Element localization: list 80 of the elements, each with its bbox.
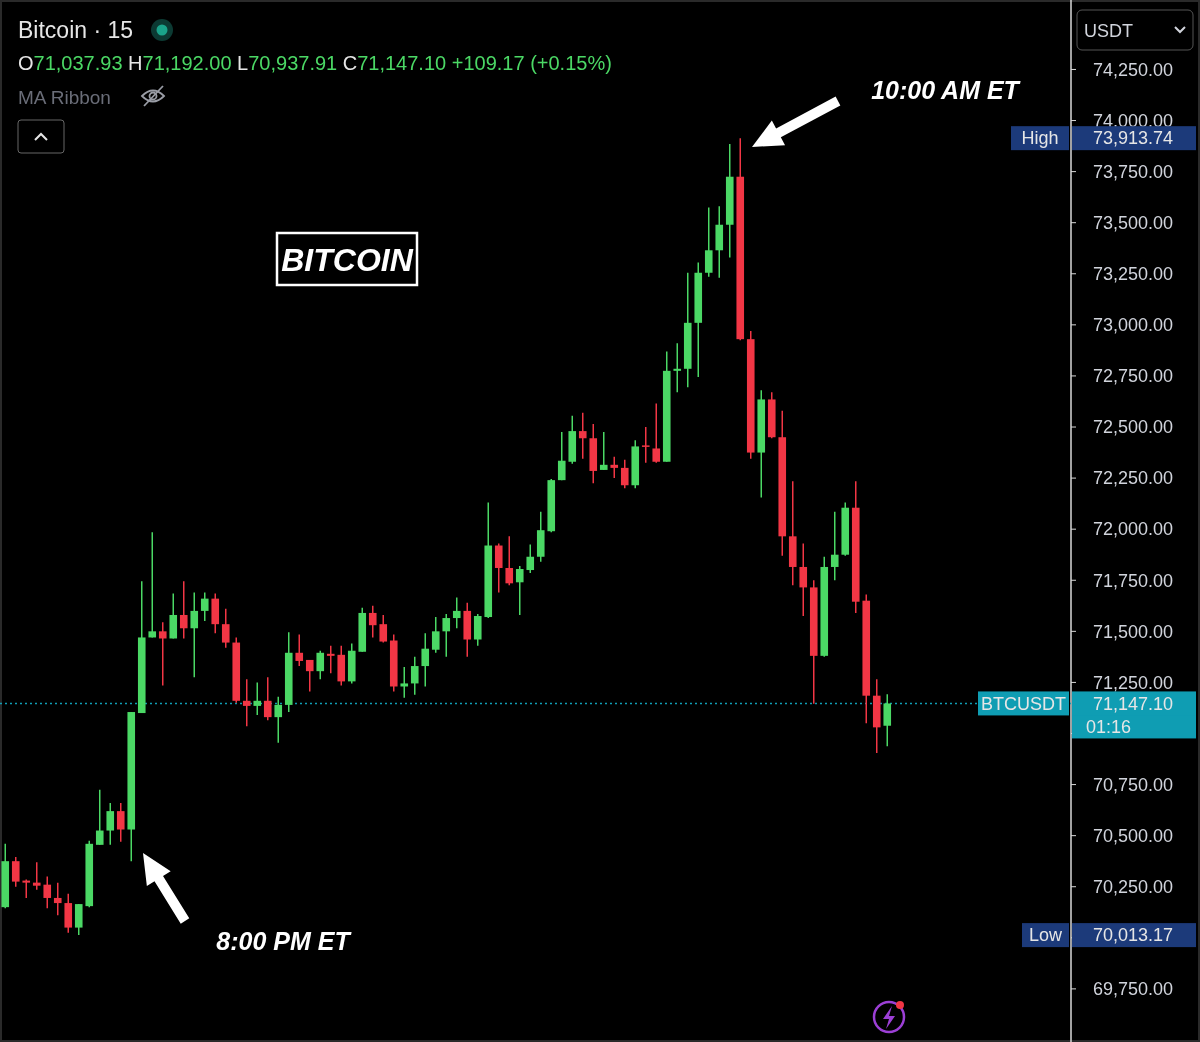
candlestick [263,676,272,721]
candlestick [641,426,650,464]
candlestick [169,592,178,640]
candlestick [620,458,629,490]
candlestick [53,881,62,917]
candlestick [431,616,440,654]
candlestick [578,411,587,460]
candlestick [494,542,503,594]
annotation: 8:00 PM ET [216,927,353,955]
candlestick [505,535,514,587]
candlestick [526,543,535,574]
candlestick [148,531,157,639]
candlestick [599,431,608,471]
candlestick [32,861,41,891]
candlestick [43,875,52,909]
y-tick-label: 73,500.00 [1092,213,1174,233]
candlestick [652,402,661,464]
candlestick [200,591,209,622]
annotation: MA Ribbon [18,87,111,108]
candlestick [11,856,20,888]
candlestick [316,649,325,681]
annotation: High [1021,128,1059,149]
candlestick [253,681,262,716]
candlestick [410,656,419,696]
y-tick-label: 73,250.00 [1092,264,1174,285]
candlestick [106,802,115,846]
candlestick [179,580,188,640]
y-tick-label: 72,500.00 [1092,417,1174,438]
candlestick [368,605,377,639]
candlestick [158,621,167,687]
y-tick-label: 70,250.00 [1092,877,1174,898]
candlestick [515,565,524,616]
text: O71,037.93 H71,192.00 L70,937.91 C71,147.10 +109.17 (+0.15%) [18,52,612,74]
y-tick-label: 71,250.00 [1092,672,1174,693]
candlestick [473,613,482,647]
text: 71,147.10 [1092,693,1174,714]
candlestick [22,878,31,899]
candlestick [421,632,430,688]
candlestick [673,342,682,394]
annotation: BITCOIN [281,242,414,278]
y-tick-label: 71,750.00 [1092,570,1174,591]
y-tick-label: 72,250.00 [1092,468,1174,489]
candlestick [274,695,283,744]
candlestick [242,678,251,728]
candlestick [557,431,566,481]
candlestick [326,644,335,674]
candlestick [704,206,713,278]
candlestick [442,613,451,658]
y-tick-label: 69,750.00 [1092,979,1174,1000]
y-tick-label: 72,000.00 [1092,519,1174,540]
y-tick-label: 71,500.00 [1092,621,1174,642]
candlestick [610,455,619,479]
y-axis-title: USDT [1084,21,1133,41]
candlestick [305,659,314,693]
candlestick [295,633,304,667]
y-tick-label: 73,000.00 [1092,315,1174,336]
y-tick-label: 74,000.00 [1092,110,1174,131]
annotation: 10:00 AM ET [871,76,1022,104]
candlestick [452,596,461,630]
candlestick [190,591,199,679]
candlestick [74,903,83,936]
candlestick [221,608,230,649]
y-tick-label: 74,250.00 [1092,59,1174,80]
candlestick [95,788,104,846]
y-tick-label: 72,750.00 [1092,366,1174,387]
candlestick [830,511,839,581]
y-tick-label: 70,500.00 [1092,825,1174,846]
candlestick [116,802,125,843]
ref-line-label: BTCUSDT [981,693,1066,714]
text: 73,913.74 [1092,128,1174,149]
text: Bitcoin · 15 [18,17,134,43]
candlestick [400,666,409,699]
candlestick [799,542,808,617]
text: 70,013.17 [1092,925,1174,946]
y-tick-label: 70,750.00 [1092,774,1174,795]
y-tick-label: 73,750.00 [1092,161,1174,182]
text: 01:16 [1086,716,1132,737]
annotation: Low [1028,925,1064,946]
candlestick [883,693,892,747]
candlestick [379,614,388,644]
